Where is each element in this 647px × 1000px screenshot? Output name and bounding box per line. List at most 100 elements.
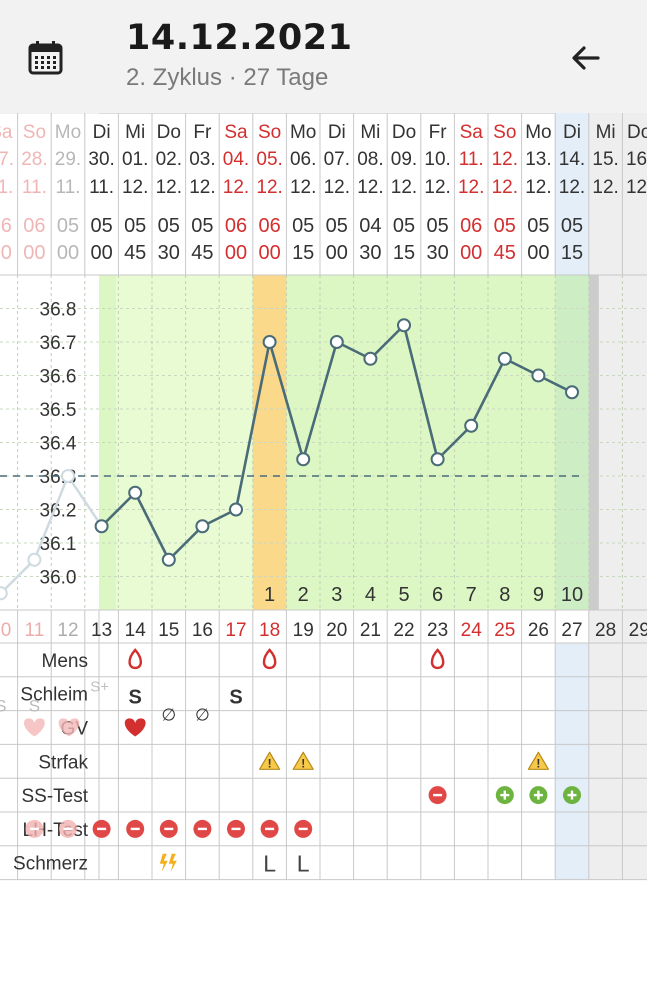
app-header: 14.12.2021 2. Zyklus · 27 Tage	[0, 0, 647, 114]
header-weekday: Di	[328, 122, 346, 143]
header-month: 12.	[357, 177, 383, 198]
y-tick-label: 36.2	[40, 501, 77, 522]
row-label-strfak: Strfak	[38, 752, 88, 773]
arrow-left-icon[interactable]	[566, 38, 606, 78]
warning-icon[interactable]	[292, 751, 314, 770]
temperature-point[interactable]	[464, 418, 479, 433]
header-time-minute: 30	[359, 242, 381, 264]
mucus-dry-mark: ∅	[161, 706, 176, 725]
temperature-point[interactable]	[195, 519, 210, 534]
temperature-point[interactable]	[565, 385, 579, 400]
header-time-hour: 05	[124, 215, 146, 237]
header-time-hour: 05	[494, 215, 516, 237]
header-time-hour: 05	[426, 215, 448, 237]
header-month: 11.	[22, 177, 47, 198]
pain-l-mark: L	[297, 851, 310, 877]
y-tick-label: 36.7	[40, 333, 77, 354]
high-phase-number: 10	[561, 584, 583, 606]
temperature-point[interactable]	[430, 452, 445, 467]
header-month: 12.	[424, 177, 450, 198]
header-time-hour: 05	[326, 215, 348, 237]
menstruation-drop-icon[interactable]	[128, 648, 143, 670]
temperature-point[interactable]	[27, 552, 42, 567]
header-time-hour: 05	[527, 215, 549, 237]
high-phase-number: 5	[398, 584, 409, 606]
header-day: 06.	[290, 149, 316, 170]
header-weekday: Mo	[525, 122, 551, 143]
header-day: 12.	[492, 149, 518, 170]
temperature-point[interactable]	[262, 335, 277, 349]
intercourse-heart-icon[interactable]	[124, 718, 146, 737]
high-phase-number: 8	[499, 584, 510, 606]
header-month: 12.	[525, 177, 551, 198]
temperature-point[interactable]	[128, 485, 143, 500]
header-weekday: Mi	[360, 122, 380, 143]
mucus-s-mark-faded: S	[29, 697, 40, 716]
temperature-point[interactable]	[94, 519, 109, 534]
header-time-hour: 06	[23, 215, 45, 237]
high-phase-number: 6	[432, 584, 443, 606]
temperature-point[interactable]	[363, 351, 378, 366]
temperature-point[interactable]	[329, 335, 344, 349]
temperature-point[interactable]	[531, 368, 546, 383]
intercourse-heart-icon[interactable]	[58, 718, 80, 737]
header-time-minute: 30	[426, 242, 448, 264]
header-time-minute: 00	[326, 242, 348, 264]
menstruation-drop-icon[interactable]	[430, 648, 445, 670]
row-label-mens: Mens	[42, 651, 88, 672]
header-day: 09.	[391, 149, 417, 170]
header-day: 13.	[525, 149, 551, 170]
header-time-hour: 05	[292, 215, 314, 237]
cycle-day-number: 18	[259, 620, 280, 641]
page-title: 14.12.2021	[126, 18, 353, 58]
header-time-minute: 45	[191, 242, 213, 264]
header-time-minute: 00	[0, 242, 12, 264]
temperature-line-previous	[0, 473, 103, 595]
header-month: 12.	[559, 177, 585, 198]
header-month: 12.	[492, 177, 518, 198]
menstruation-drop-icon[interactable]	[262, 648, 277, 670]
y-tick-label: 36.5	[40, 400, 77, 421]
cycle-day-number: 21	[360, 620, 381, 641]
temperature-point[interactable]	[296, 452, 311, 467]
calendar-icon[interactable]	[26, 38, 66, 78]
header-time-minute: 30	[158, 242, 180, 264]
header-time-minute: 45	[124, 242, 146, 264]
y-tick-label: 36.6	[40, 367, 77, 388]
cycle-day-number: 29	[629, 620, 647, 641]
cycle-chart[interactable]: 36.836.736.636.536.436.336.236.136.0Sa27…	[0, 113, 647, 915]
header-day: 14.	[559, 149, 585, 170]
high-phase-number: 4	[365, 584, 376, 606]
y-tick-label: 36.0	[40, 568, 77, 589]
today-header-bg	[555, 113, 589, 275]
header-month: 12.	[156, 177, 182, 198]
header-month: 12.	[122, 177, 148, 198]
header-time-minute: 15	[393, 242, 415, 264]
header-day: 03.	[189, 149, 215, 170]
today-edge-marker	[588, 275, 599, 610]
warning-icon[interactable]	[259, 751, 281, 770]
row-label-schmerz: Schmerz	[13, 854, 88, 875]
header-day: 07.	[324, 149, 350, 170]
temperature-point[interactable]	[0, 586, 8, 601]
intercourse-heart-icon[interactable]	[23, 718, 45, 737]
cycle-day-number: 22	[393, 620, 414, 641]
y-tick-label: 36.4	[40, 434, 77, 455]
today-rows-bg	[555, 643, 589, 880]
pain-lightning-icon[interactable]	[168, 853, 177, 872]
pain-lightning-icon[interactable]	[159, 853, 168, 872]
temperature-point[interactable]	[229, 502, 243, 517]
temperature-point[interactable]	[61, 469, 75, 483]
warning-icon[interactable]	[527, 751, 549, 770]
header-month: 11.	[55, 177, 80, 198]
temperature-point[interactable]	[497, 351, 512, 366]
header-day: 28.	[21, 149, 47, 170]
header-weekday: Mi	[596, 122, 616, 143]
temperature-point[interactable]	[397, 318, 411, 333]
header-day: 04.	[223, 149, 249, 170]
header-month: 12.	[256, 177, 282, 198]
temperature-point[interactable]	[161, 552, 176, 567]
high-phase-number: 7	[466, 584, 477, 606]
header-month: 12.	[290, 177, 316, 198]
header-time-minute: 00	[90, 242, 112, 264]
